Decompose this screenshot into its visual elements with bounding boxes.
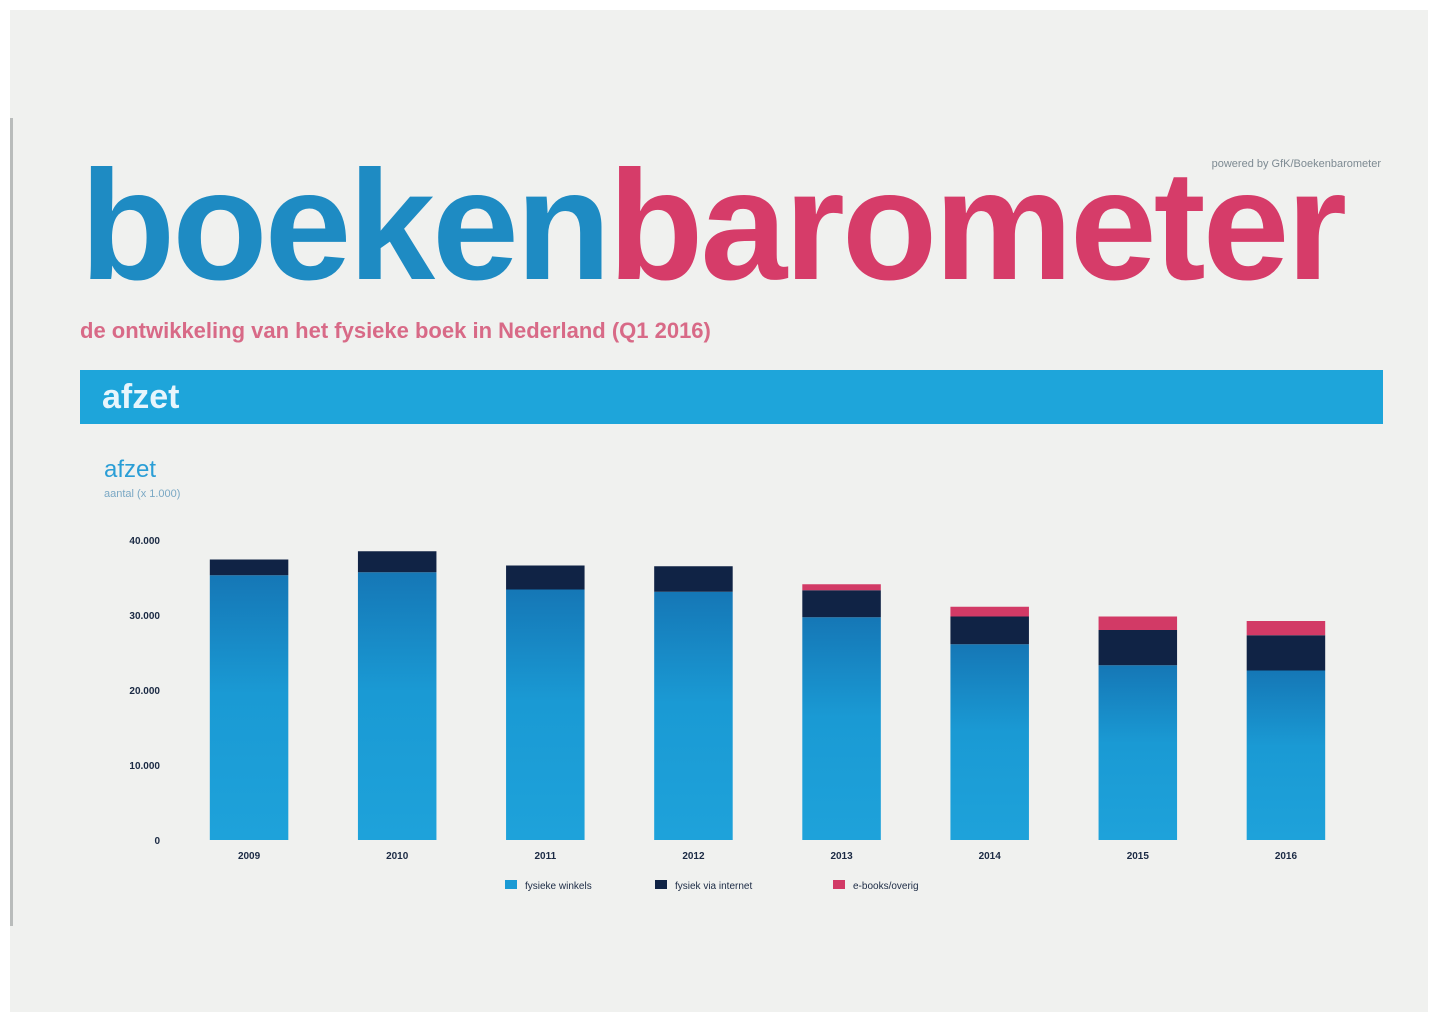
page-edge-line <box>10 118 13 926</box>
legend-swatch <box>655 880 667 889</box>
bar-segment-2011-s1 <box>506 565 585 590</box>
page-subtitle: de ontwikkeling van het fysieke boek in … <box>80 318 711 343</box>
bar-segment-2014-s1 <box>950 616 1029 645</box>
legend-item: fysieke winkels <box>505 880 592 892</box>
bar-segment-2013-s1 <box>802 590 881 618</box>
bar-segment-2009-s0 <box>209 575 289 840</box>
bar-segment-2013-s0 <box>802 617 881 840</box>
section-title: afzet <box>102 378 180 416</box>
bar-segment-2013-s2 <box>802 584 881 591</box>
chart-subtitle: aantal (x 1.000) <box>104 488 181 500</box>
x-tick-label: 2014 <box>979 851 1002 862</box>
y-tick-label: 30.000 <box>129 611 160 622</box>
bar-segment-2016-s1 <box>1246 635 1326 671</box>
bar-segment-2009-s1 <box>209 559 289 576</box>
y-tick-label: 10.000 <box>129 761 160 772</box>
legend-swatch <box>833 880 845 889</box>
bar-segment-2014-s2 <box>950 606 1029 617</box>
bar-segment-2015-s2 <box>1098 616 1178 630</box>
bar-segment-2015-s0 <box>1098 665 1178 840</box>
x-tick-label: 2016 <box>1275 851 1298 862</box>
bar-segment-2016-s0 <box>1246 670 1326 840</box>
y-tick-label: 20.000 <box>129 686 160 697</box>
boekenbarometer-logo: boekenbarometer <box>80 148 1347 304</box>
y-tick-label: 40.000 <box>129 536 160 547</box>
x-tick-label: 2010 <box>386 851 409 862</box>
legend-label: fysieke winkels <box>525 881 592 892</box>
legend-label: fysiek via internet <box>675 881 752 892</box>
section-header-bar: afzet <box>80 370 1383 424</box>
legend-item: e-books/overig <box>833 880 919 892</box>
chart-title: afzet <box>104 456 157 483</box>
bar-segment-2015-s1 <box>1098 630 1178 666</box>
bar-segment-2010-s1 <box>357 551 437 573</box>
x-tick-label: 2015 <box>1127 851 1150 862</box>
logo-barometer: barometer <box>608 139 1347 313</box>
x-tick-label: 2011 <box>534 851 556 862</box>
bar-segment-2010-s0 <box>357 572 437 840</box>
x-tick-label: 2013 <box>830 851 853 862</box>
bar-segment-2014-s0 <box>950 644 1029 840</box>
x-tick-label: 2012 <box>682 851 705 862</box>
report-card <box>10 10 1428 1012</box>
powered-by-text: powered by GfK/Boekenbarometer <box>1211 158 1381 170</box>
bar-segment-2016-s2 <box>1246 621 1326 636</box>
bar-segment-2012-s0 <box>654 591 733 840</box>
legend-item: fysiek via internet <box>655 880 752 892</box>
legend-swatch <box>505 880 517 889</box>
bar-segment-2011-s0 <box>506 589 585 840</box>
legend-label: e-books/overig <box>853 881 919 892</box>
bar-segment-2012-s1 <box>654 566 733 592</box>
y-tick-label: 0 <box>154 836 160 847</box>
logo-boeken: boeken <box>80 139 611 313</box>
x-tick-label: 2009 <box>238 851 261 862</box>
